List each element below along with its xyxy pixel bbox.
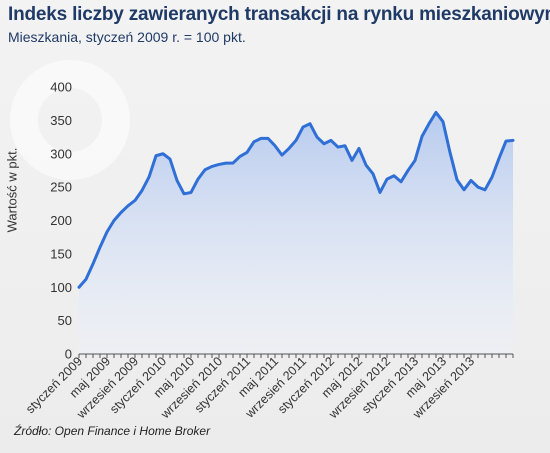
chart-subtitle: Mieszkania, styczeń 2009 r. = 100 pkt. bbox=[8, 29, 246, 45]
source-note: Źródło: Open Finance i Home Broker bbox=[14, 424, 211, 438]
x-axis bbox=[78, 353, 514, 358]
y-axis-ticks: 0 50 100 150 200 250 300 350 400 bbox=[50, 80, 72, 362]
series-line bbox=[77, 110, 515, 289]
series-area bbox=[79, 112, 513, 354]
y-tick-label: 0 bbox=[65, 347, 72, 362]
area-fill bbox=[79, 112, 513, 354]
series-line-path bbox=[77, 110, 515, 289]
y-tick-label: 250 bbox=[50, 180, 72, 195]
y-tick-label: 400 bbox=[50, 80, 72, 95]
y-tick-label: 50 bbox=[58, 313, 72, 328]
y-tick-label: 300 bbox=[50, 146, 72, 161]
y-tick-label: 200 bbox=[50, 213, 72, 228]
y-tick-label: 150 bbox=[50, 246, 72, 261]
y-tick-label: 350 bbox=[50, 113, 72, 128]
chart-title: Indeks liczby zawieranych transakcji na … bbox=[8, 4, 550, 25]
y-tick-label: 100 bbox=[50, 280, 72, 295]
